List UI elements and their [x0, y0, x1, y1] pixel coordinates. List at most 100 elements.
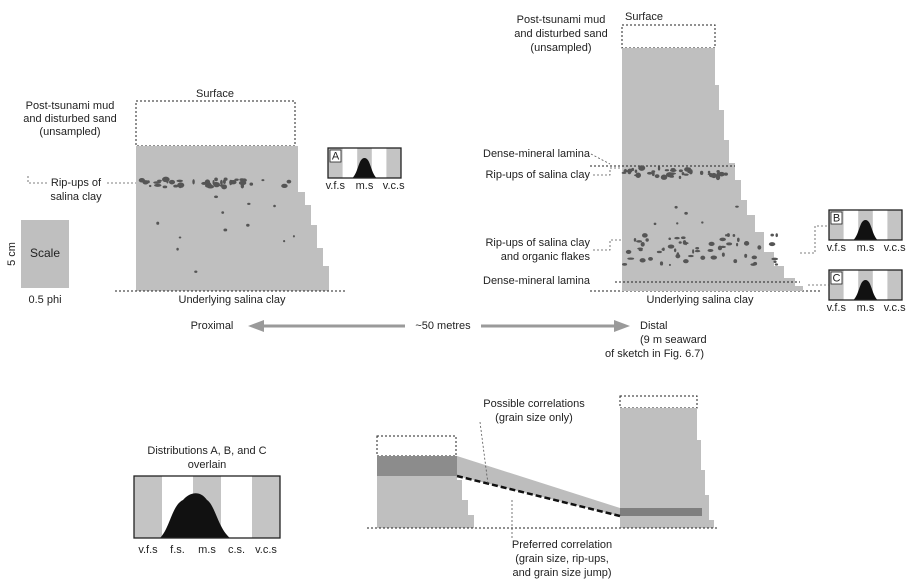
unsampled-box: [136, 101, 295, 146]
clast: [675, 254, 680, 258]
label: Distributions A, B, and C: [147, 445, 266, 457]
clast: [711, 173, 716, 178]
surface-label: Surface: [196, 88, 234, 100]
clast: [163, 178, 165, 180]
label: Possible correlations: [483, 398, 585, 410]
label: Dense-mineral lamina: [483, 148, 591, 160]
clast: [775, 233, 777, 237]
clast: [660, 261, 663, 265]
bin-label: c.s.: [228, 544, 245, 556]
clast: [695, 247, 699, 249]
clast: [163, 185, 168, 188]
clast: [176, 180, 182, 182]
clast: [733, 259, 737, 263]
clast: [683, 259, 689, 263]
clast: [638, 165, 645, 171]
label: salina clay: [50, 191, 102, 203]
clast: [701, 221, 703, 223]
clast: [652, 172, 655, 177]
label: ~50 metres: [415, 320, 471, 332]
clast: [213, 182, 220, 187]
clast: [635, 170, 638, 173]
clast: [708, 249, 714, 252]
clast: [229, 180, 232, 186]
clast: [146, 180, 149, 183]
label: overlain: [188, 459, 227, 471]
label: of sketch in Fig. 6.7): [605, 348, 704, 360]
clast: [733, 234, 736, 237]
layer: [377, 456, 457, 476]
clast: [207, 185, 214, 188]
label: Post-tsunami mud: [26, 100, 115, 112]
distribution: [353, 158, 377, 178]
clast: [724, 172, 728, 175]
clast: [234, 178, 238, 180]
band: [887, 210, 902, 240]
clast: [627, 257, 634, 259]
clast: [737, 238, 740, 242]
clast: [668, 245, 675, 249]
clast: [221, 211, 224, 214]
clast: [674, 248, 676, 252]
clast: [688, 255, 694, 257]
clast: [722, 252, 725, 256]
label: Underlying salina clay: [179, 294, 286, 306]
clast: [757, 245, 761, 249]
clast: [654, 223, 657, 225]
clast: [716, 172, 720, 177]
clast: [149, 185, 151, 187]
label: Distal: [640, 320, 668, 332]
clast: [676, 222, 678, 224]
clast: [700, 256, 705, 260]
clast: [665, 169, 669, 171]
distribution: [854, 280, 878, 300]
clast: [214, 195, 218, 198]
clast: [635, 173, 641, 178]
clast: [692, 249, 694, 253]
label: (grain size only): [495, 412, 573, 424]
clast: [700, 171, 703, 175]
scale: Scale 5 cm 0.5 phi: [6, 220, 69, 306]
layer: [620, 508, 702, 516]
clast: [641, 242, 645, 247]
clast: [157, 180, 162, 182]
clast: [246, 224, 250, 227]
bin-label: v.f.s: [138, 544, 158, 556]
clast: [624, 169, 627, 172]
clast: [744, 241, 749, 246]
clast: [194, 270, 197, 272]
leader: [800, 226, 829, 253]
bin-label: v.c.s: [884, 242, 906, 254]
clast: [753, 262, 757, 266]
clast: [247, 203, 250, 205]
clast: [775, 263, 778, 265]
bin-label: v.c.s: [884, 302, 906, 314]
clast: [261, 179, 264, 181]
clast: [725, 234, 727, 237]
clast: [670, 169, 677, 172]
clast: [681, 236, 686, 239]
band: [134, 476, 162, 538]
clast: [281, 184, 287, 188]
bin-label: m.s: [857, 302, 875, 314]
clast: [179, 236, 182, 238]
unsampled-box: [377, 436, 456, 456]
label: Rip-ups of salina clay: [485, 169, 590, 181]
label: Preferred correlation: [512, 539, 612, 551]
clast: [662, 248, 664, 250]
clast: [727, 233, 730, 237]
clast: [154, 184, 161, 187]
inset-label: A: [332, 150, 340, 162]
bin-label: m.s: [198, 544, 216, 556]
correlation-sketch: Possible correlations (grain size only) …: [367, 396, 718, 579]
clast: [684, 212, 688, 215]
clast: [622, 263, 627, 266]
inset-label: C: [833, 272, 841, 284]
clast: [192, 179, 194, 184]
clast: [648, 257, 653, 261]
proximal-deposit: [136, 146, 329, 291]
clast: [773, 261, 776, 264]
distribution: [854, 220, 878, 240]
